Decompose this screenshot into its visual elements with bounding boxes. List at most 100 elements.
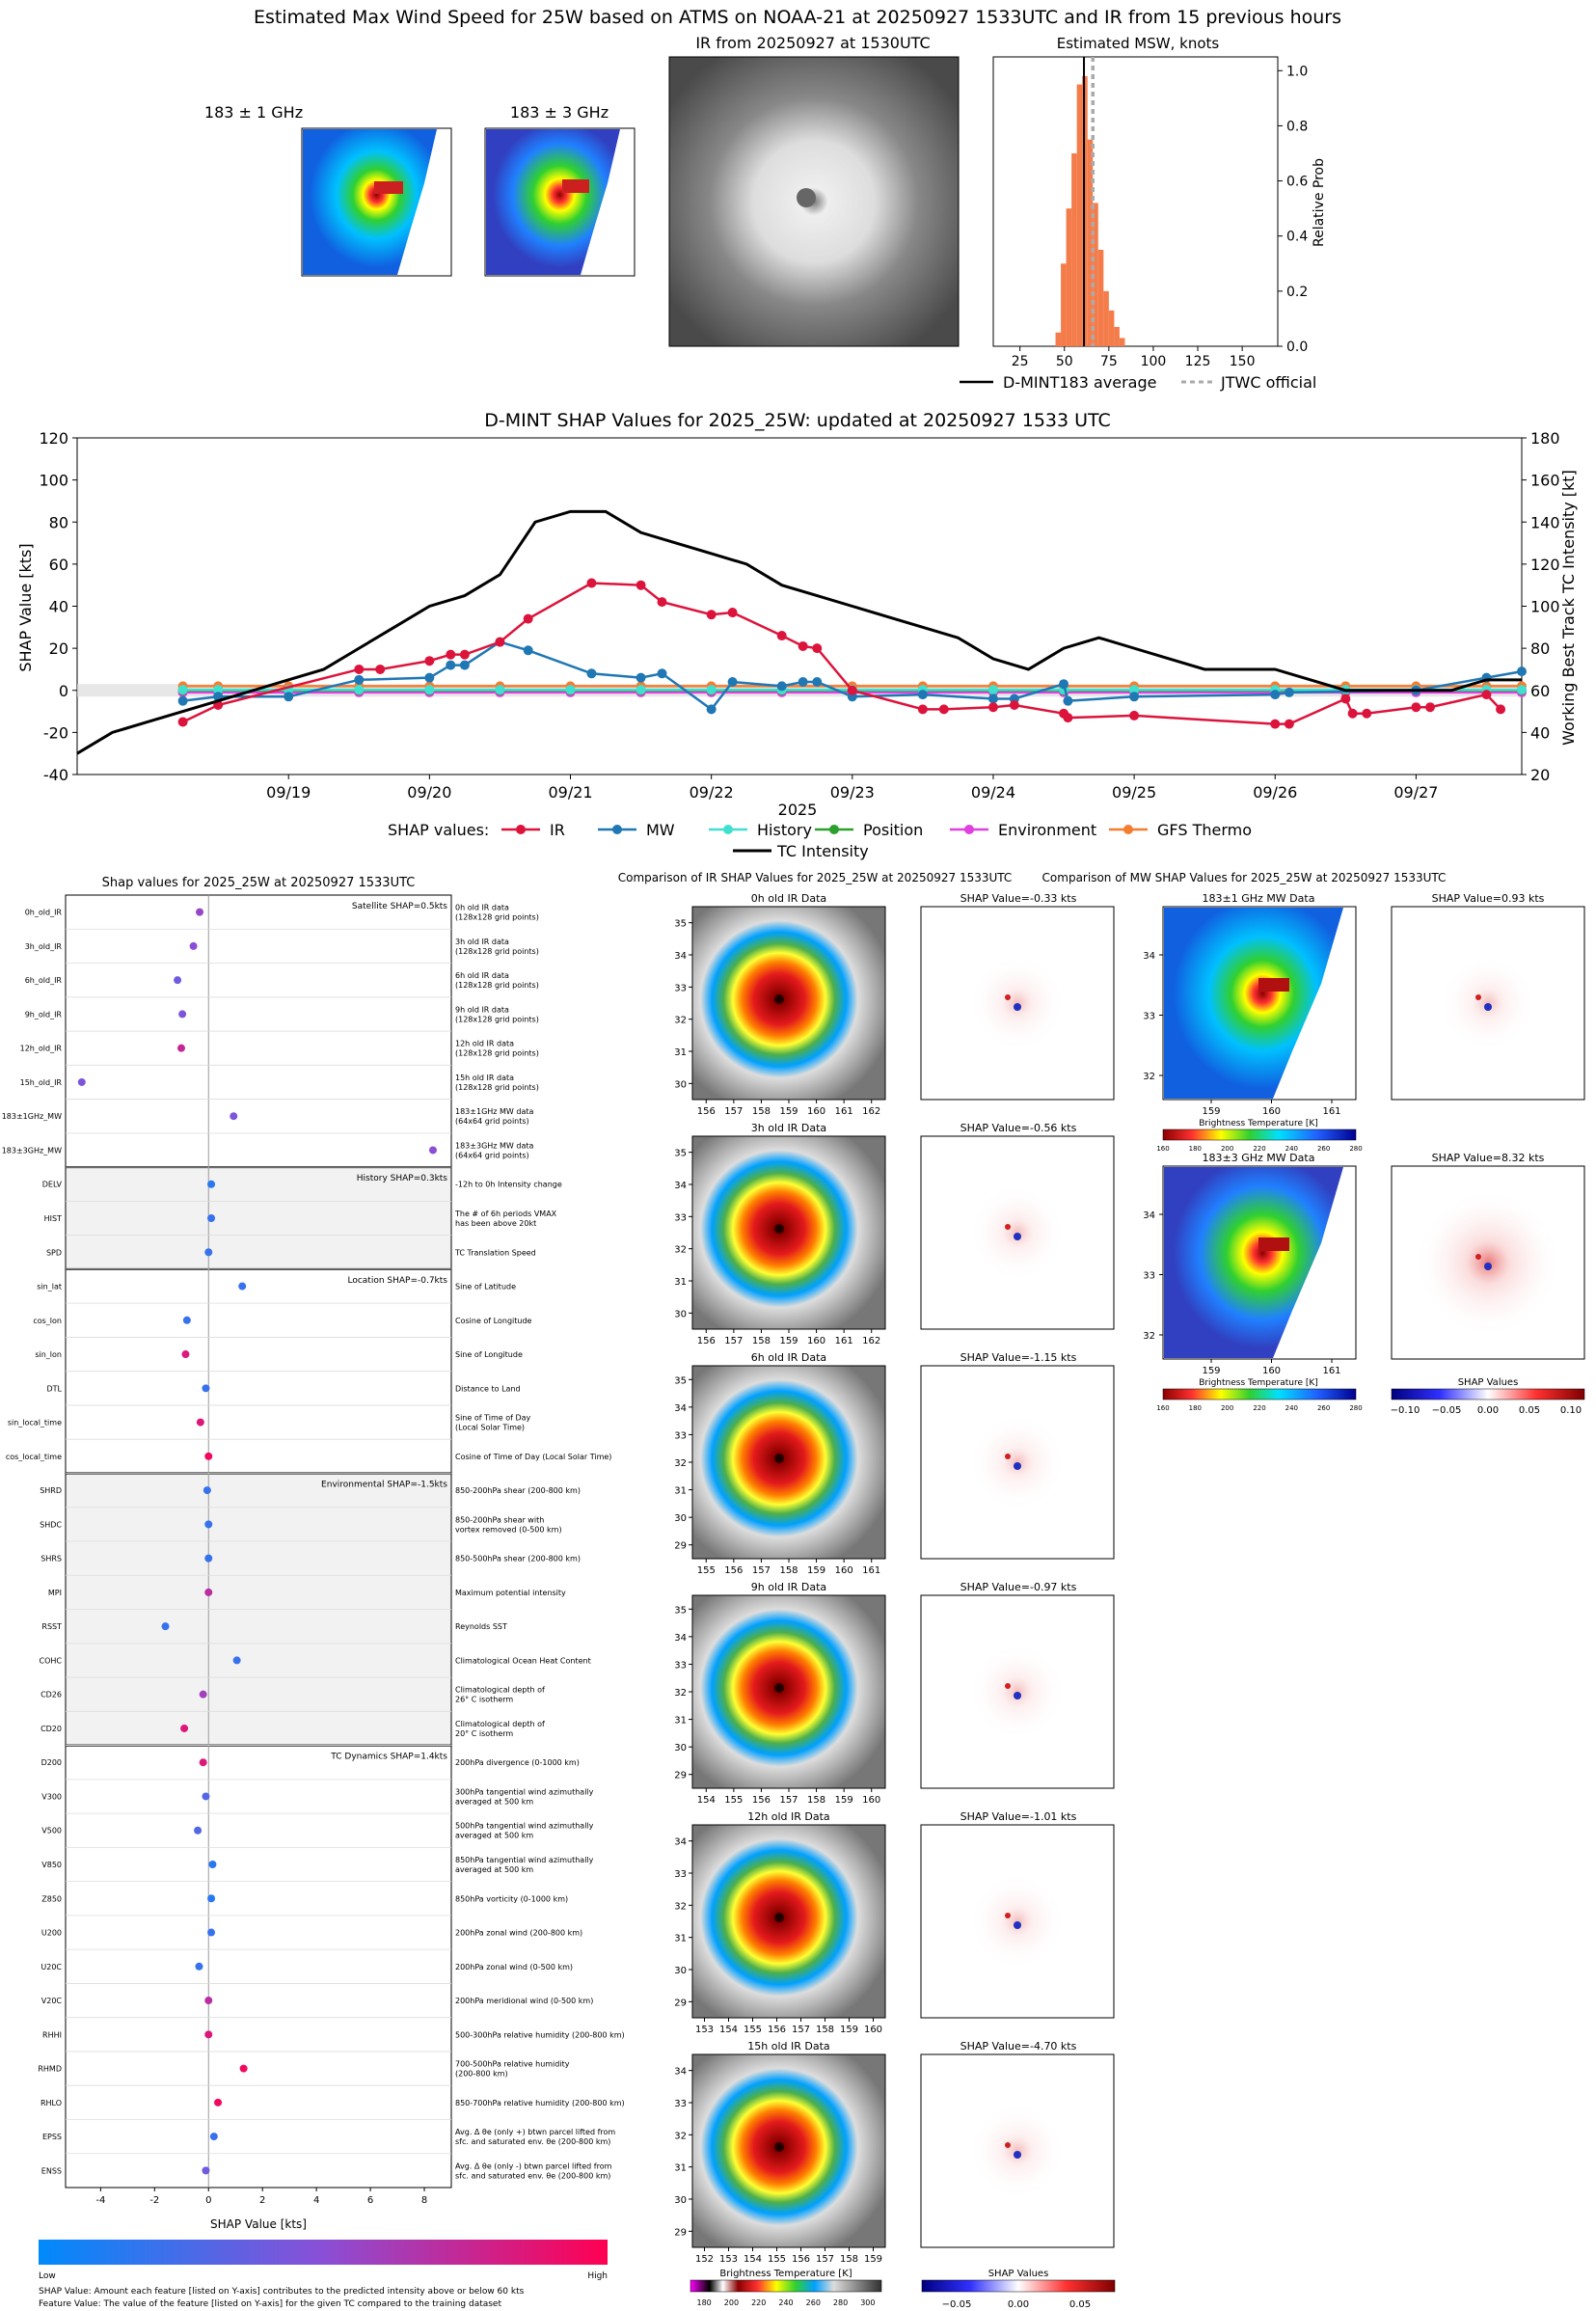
series-point-ir (446, 649, 456, 660)
ts-xtick-label: 09/25 (1112, 783, 1156, 802)
shap-point (428, 1146, 437, 1155)
series-point-history (354, 685, 365, 695)
ir-shap-panel-neg-spot (1014, 1692, 1021, 1699)
hist-xtick-label: 100 (1141, 354, 1167, 369)
ir-shap-title: SHAP Value=-0.56 kts (960, 1122, 1077, 1134)
shap-feature-desc: Sine of Longitude (455, 1350, 523, 1359)
ir-panel-xtick-label: 158 (779, 1565, 798, 1576)
ts-y2tick-label: 120 (1530, 556, 1560, 574)
shap-point (204, 1452, 213, 1460)
mw-tb-tick-label: 220 (1253, 1145, 1265, 1153)
ir-shap-panel-pos-spot (1005, 1224, 1011, 1230)
shap-feature-desc: Sine of Latitude (455, 1283, 516, 1291)
shap-feature-desc: 200hPa meridional wind (0-500 km) (455, 1997, 593, 2005)
legend-label-ir: IR (550, 821, 565, 839)
shap-feature-desc: Cosine of Longitude (455, 1317, 532, 1325)
legend-avg: D-MINT183 average (1003, 373, 1156, 392)
mw-tb-tick-label: 220 (1253, 1404, 1265, 1412)
ir-shap-panel-pos-spot (1005, 1454, 1011, 1459)
shap-feature-desc: (200-800 km) (455, 2070, 508, 2079)
series-point-ir (1340, 693, 1351, 704)
ir-panel-ytick-label: 33 (674, 1869, 687, 1880)
shap-feature-name: V300 (41, 1792, 62, 1801)
mw-panel-ytick-label: 34 (1143, 951, 1155, 962)
shap-group-title: Satellite SHAP=0.5kts (352, 902, 447, 911)
shap-feature-name: HIST (44, 1214, 62, 1223)
ts-xtick-label: 09/24 (971, 783, 1015, 802)
ts-ytick-label: 0 (59, 682, 68, 700)
ir-panel-xtick-label: 157 (792, 2025, 810, 2035)
series-line-ir (182, 582, 1501, 725)
hist-ytick-label: 0.4 (1286, 230, 1308, 245)
shap-group-title: Environmental SHAP=-1.5kts (321, 1480, 447, 1489)
ir-panel-ytick-label: 34 (674, 1633, 687, 1644)
shap-point (204, 1588, 213, 1596)
series-point-ir (938, 704, 949, 715)
ir-tb-tick-label: 280 (833, 2298, 848, 2307)
ir-panel-image (691, 1594, 886, 1789)
ir-shap-panel-pos-spot (1005, 1683, 1011, 1689)
ir-panel-xtick-label: 156 (752, 1795, 771, 1806)
series-point-mw (177, 695, 188, 706)
ir-shap-tick-label: 0.00 (1008, 2299, 1029, 2310)
footnote-1: SHAP Value: Amount each feature [listed … (39, 2287, 525, 2297)
ir-panel-ytick-label: 30 (674, 1743, 687, 1754)
series-point-history (565, 685, 576, 695)
timeseries-plot: -40 -20 0 20 40 60 80 100 120 20 40 60 80 100 120 140 16… (39, 429, 1559, 802)
hist-bar (1055, 332, 1062, 346)
shap-feature-name: V850 (41, 1861, 62, 1869)
series-point-mw (1129, 692, 1140, 702)
hist-xtick-label: 75 (1100, 354, 1118, 369)
series-point-ir (1425, 702, 1436, 713)
shap-feature-desc: (128x128 grid points) (455, 981, 539, 990)
mw-panel-xtick-label: 160 (1262, 1106, 1281, 1117)
mw-panel-ytick-label: 34 (1143, 1210, 1155, 1221)
mw-tb-tick-label: 160 (1156, 1145, 1169, 1153)
shap-feature-desc: Cosine of Time of Day (Local Solar Time) (455, 1453, 611, 1461)
mw-compare-panels: 183±1 GHz MW Data 159 160 161 34 33 32 Brightne… (1143, 892, 1585, 1416)
series-point-mw (459, 660, 470, 670)
series-point-ir (917, 704, 928, 715)
shap-xtick-label: 2 (259, 2195, 265, 2206)
hist-xtick-label: 150 (1230, 354, 1256, 369)
hist-ytick-label: 0.0 (1286, 340, 1308, 355)
hist-xtick-label: 125 (1185, 354, 1211, 369)
shap-feature-name: V20C (41, 1997, 63, 2005)
ir-panel-title: 6h old IR Data (751, 1351, 826, 1364)
ir-tb-tick-label: 260 (806, 2298, 821, 2307)
ir-panel-xtick-label: 159 (779, 1106, 798, 1117)
ts-ytick-label: 40 (49, 598, 68, 616)
series-point-mw (1270, 690, 1281, 700)
legend-swatch-dot (964, 825, 974, 834)
mw-shap-tick-label: 0.10 (1560, 1405, 1582, 1416)
series-point-history (636, 685, 646, 695)
ir-panel-xtick-label: 155 (744, 2025, 762, 2035)
ir-panel-ytick-label: 34 (674, 951, 687, 962)
histogram-plot: 25 50 75 100 125 150 0.0 0.2 0.4 0.6 0.8 1.0 (992, 56, 1308, 369)
shap-xtick-label: 0 (205, 2195, 211, 2206)
ir-panel-ytick-label: 32 (674, 1688, 687, 1699)
ir-panel-xtick-label: 154 (744, 2254, 762, 2265)
hist-ytick-label: 0.2 (1286, 285, 1308, 300)
ir-tb-tick-label: 180 (697, 2298, 712, 2307)
series-point-history (495, 685, 505, 695)
colorbar-high: High (587, 2271, 608, 2281)
series-point-ir (987, 702, 998, 713)
shap-feature-desc: 850hPa tangential wind azimuthally (455, 1856, 594, 1864)
hist-bar (1071, 153, 1077, 346)
mw-tb-tick-label: 200 (1221, 1145, 1233, 1153)
mw-shap-tick-label: 0.00 (1477, 1405, 1499, 1416)
hist-bar (1114, 327, 1120, 346)
colorbar-low: Low (39, 2271, 56, 2281)
shap-feature-desc: 12h old IR data (455, 1040, 514, 1048)
hist-bar (1093, 203, 1098, 346)
ir-panel-ytick-label: 35 (674, 1375, 687, 1386)
ir-panel-ytick-label: 31 (674, 1486, 687, 1497)
series-point-ir (636, 580, 646, 590)
shap-feature-desc: 200hPa zonal wind (0-500 km) (455, 1963, 573, 1971)
shap-feature-name: RHLO (41, 2099, 62, 2107)
mw-shap-panel-neg-spot (1484, 1003, 1492, 1011)
ir-panel-ytick-label: 32 (674, 1458, 687, 1469)
shap-point (199, 1758, 207, 1767)
ts-ytick-label: 60 (49, 556, 68, 574)
